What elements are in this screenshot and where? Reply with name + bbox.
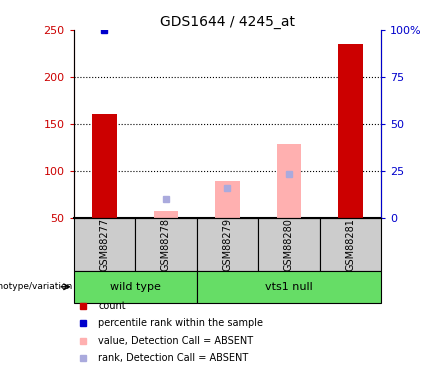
Bar <box>197 217 258 271</box>
Bar <box>215 181 239 218</box>
Bar <box>197 271 381 303</box>
Text: percentile rank within the sample: percentile rank within the sample <box>98 318 263 328</box>
Title: GDS1644 / 4245_at: GDS1644 / 4245_at <box>160 15 295 29</box>
Bar <box>74 271 197 303</box>
Text: wild type: wild type <box>110 282 161 292</box>
Bar <box>74 217 135 271</box>
Text: value, Detection Call = ABSENT: value, Detection Call = ABSENT <box>98 336 253 345</box>
Text: GSM88280: GSM88280 <box>284 218 294 271</box>
Text: genotype/variation: genotype/variation <box>0 282 73 291</box>
Text: count: count <box>98 302 126 311</box>
Text: GSM88279: GSM88279 <box>222 217 233 271</box>
Bar <box>277 144 301 218</box>
Bar <box>338 44 362 218</box>
Text: GSM88277: GSM88277 <box>99 217 110 271</box>
Bar <box>92 114 116 218</box>
Bar <box>320 217 381 271</box>
Bar <box>154 211 178 217</box>
Text: GSM88278: GSM88278 <box>161 217 171 271</box>
Bar <box>135 217 197 271</box>
Text: rank, Detection Call = ABSENT: rank, Detection Call = ABSENT <box>98 352 249 363</box>
Bar <box>258 217 320 271</box>
Text: vts1 null: vts1 null <box>265 282 313 292</box>
Text: GSM88281: GSM88281 <box>345 218 355 271</box>
